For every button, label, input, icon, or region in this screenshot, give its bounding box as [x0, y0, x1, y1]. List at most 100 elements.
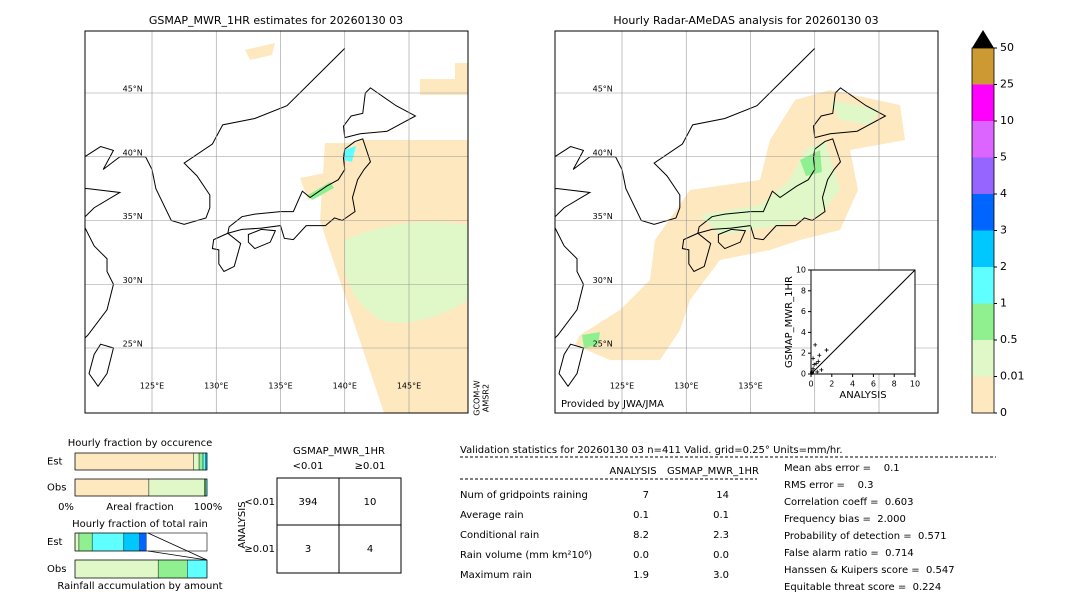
stats-column: GSMAP_MWR_1HR — [667, 466, 759, 477]
score: Correlation coeff = 0.603 — [784, 497, 914, 508]
colorbar-extend — [972, 30, 994, 48]
point — [811, 366, 816, 371]
y-tick-label: 4 — [801, 328, 806, 337]
link-line — [147, 550, 208, 561]
fraction-segment — [198, 452, 204, 471]
coastline — [145, 48, 346, 225]
fraction-segment — [91, 532, 125, 552]
colorbar-segment — [972, 48, 994, 85]
satellite-label: GCOM-W — [473, 380, 482, 416]
table-cell: 394 — [298, 497, 317, 508]
diagonal — [810, 269, 916, 375]
coastline — [697, 138, 842, 241]
stats-name: Num of gridpoints raining — [460, 490, 588, 501]
panel-title: Hourly fraction by occurence — [68, 438, 212, 449]
stats-value: 7 — [643, 490, 649, 501]
fraction-segment — [157, 559, 188, 579]
lat-label: 45°N — [123, 85, 143, 94]
lat-label: 30°N — [593, 276, 613, 285]
rain-area — [582, 332, 600, 348]
row-label: Obs — [47, 564, 66, 575]
colorbar-label: 5 — [1000, 151, 1007, 164]
colorbar-segment — [972, 84, 994, 121]
x-axis-label: Areal fraction — [106, 502, 173, 513]
lat-label: 35°N — [593, 212, 613, 221]
lon-label: 135°E — [738, 382, 762, 391]
score: Equitable threat score = 0.224 — [784, 582, 941, 593]
fraction-segment — [193, 452, 200, 471]
row-label: Est — [47, 537, 63, 548]
lat-label: 45°N — [593, 85, 613, 94]
point — [810, 370, 815, 375]
table-cell: 4 — [367, 544, 373, 555]
score: Frequency bias = 2.000 — [784, 514, 906, 525]
col-label: ≥0.01 — [355, 461, 386, 472]
point — [816, 359, 821, 364]
row-label: <0.01 — [244, 497, 275, 508]
stats-name: Average rain — [460, 510, 524, 521]
x-tick-label: 100% — [194, 502, 223, 513]
coastline — [247, 228, 277, 250]
colorbar-label: 0.5 — [1000, 333, 1018, 346]
x-tick-label: 6 — [871, 380, 876, 389]
lat-label: 35°N — [123, 212, 143, 221]
x-axis-label: ANALYSIS — [839, 390, 886, 401]
stats-value: 0.0 — [713, 550, 729, 561]
y-tick-label: 0 — [801, 370, 806, 379]
rain-area — [420, 63, 468, 95]
table-cell: 10 — [364, 497, 377, 508]
rain-area — [245, 43, 275, 60]
right-map: 45°N 40°N 35°N 30°N 25°N 125°E 130°E 135°E — [554, 30, 939, 414]
stats-name: Rain volume (mm km²10⁶) — [460, 550, 592, 561]
coastline — [211, 232, 242, 273]
row-label: Est — [47, 457, 63, 468]
coastline — [88, 343, 115, 388]
lat-label: 40°N — [123, 148, 143, 157]
col-label: <0.01 — [293, 461, 324, 472]
stats-value: 0.1 — [633, 510, 649, 521]
row-axis-label: ANALYSIS — [237, 501, 248, 548]
colorbar-segment — [972, 376, 994, 413]
colorbar-label: 50 — [1000, 41, 1014, 54]
stats-column: ANALYSIS — [609, 466, 656, 477]
fraction-segment — [78, 532, 93, 552]
coastline — [558, 343, 585, 388]
colorbar-label: 10 — [1000, 114, 1014, 127]
lon-label: 135°E — [268, 382, 292, 391]
coastline — [812, 87, 887, 139]
stats-value: 0.0 — [633, 550, 649, 561]
lat-label: 40°N — [593, 148, 613, 157]
y-tick-label: 6 — [801, 307, 806, 316]
colorbar-label: 4 — [1000, 187, 1007, 200]
lat-label: 25°N — [123, 340, 143, 349]
x-tick-label: 10 — [910, 380, 920, 389]
row-label: ≥0.01 — [244, 544, 275, 555]
lon-label: 145°E — [397, 382, 421, 391]
x-tick-label: 4 — [850, 380, 855, 389]
colorbar-segment — [972, 121, 994, 158]
score: RMS error = 0.3 — [784, 480, 874, 491]
sensor-label: AMSR2 — [482, 384, 491, 412]
point — [812, 362, 817, 367]
fraction-segment — [139, 532, 147, 552]
colorbar-segment — [972, 157, 994, 194]
coastline — [717, 228, 747, 250]
colorbar-label: 2 — [1000, 260, 1007, 273]
y-axis-label: GSMAP_MWR_1HR — [784, 276, 795, 368]
fraction-segment — [74, 559, 159, 579]
point — [811, 356, 816, 361]
colorbar-segment — [972, 340, 994, 377]
left-map: 45°N 40°N 35°N 30°N 25°N 125°E 130°E 135°E 140°E… — [84, 30, 469, 414]
x-tick-label: 2 — [829, 380, 834, 389]
point — [824, 348, 829, 353]
lon-label: 140°E — [333, 382, 357, 391]
stats-name: Conditional rain — [460, 530, 539, 541]
lon-label: 125°E — [140, 382, 164, 391]
stats-header: Validation statistics for 20260130 03 n=… — [460, 445, 843, 456]
lat-label: 30°N — [123, 276, 143, 285]
fraction-segment — [74, 478, 150, 497]
fraction-segment — [74, 532, 80, 552]
map-frame — [554, 30, 939, 414]
x-tick-label: 0 — [808, 380, 813, 389]
